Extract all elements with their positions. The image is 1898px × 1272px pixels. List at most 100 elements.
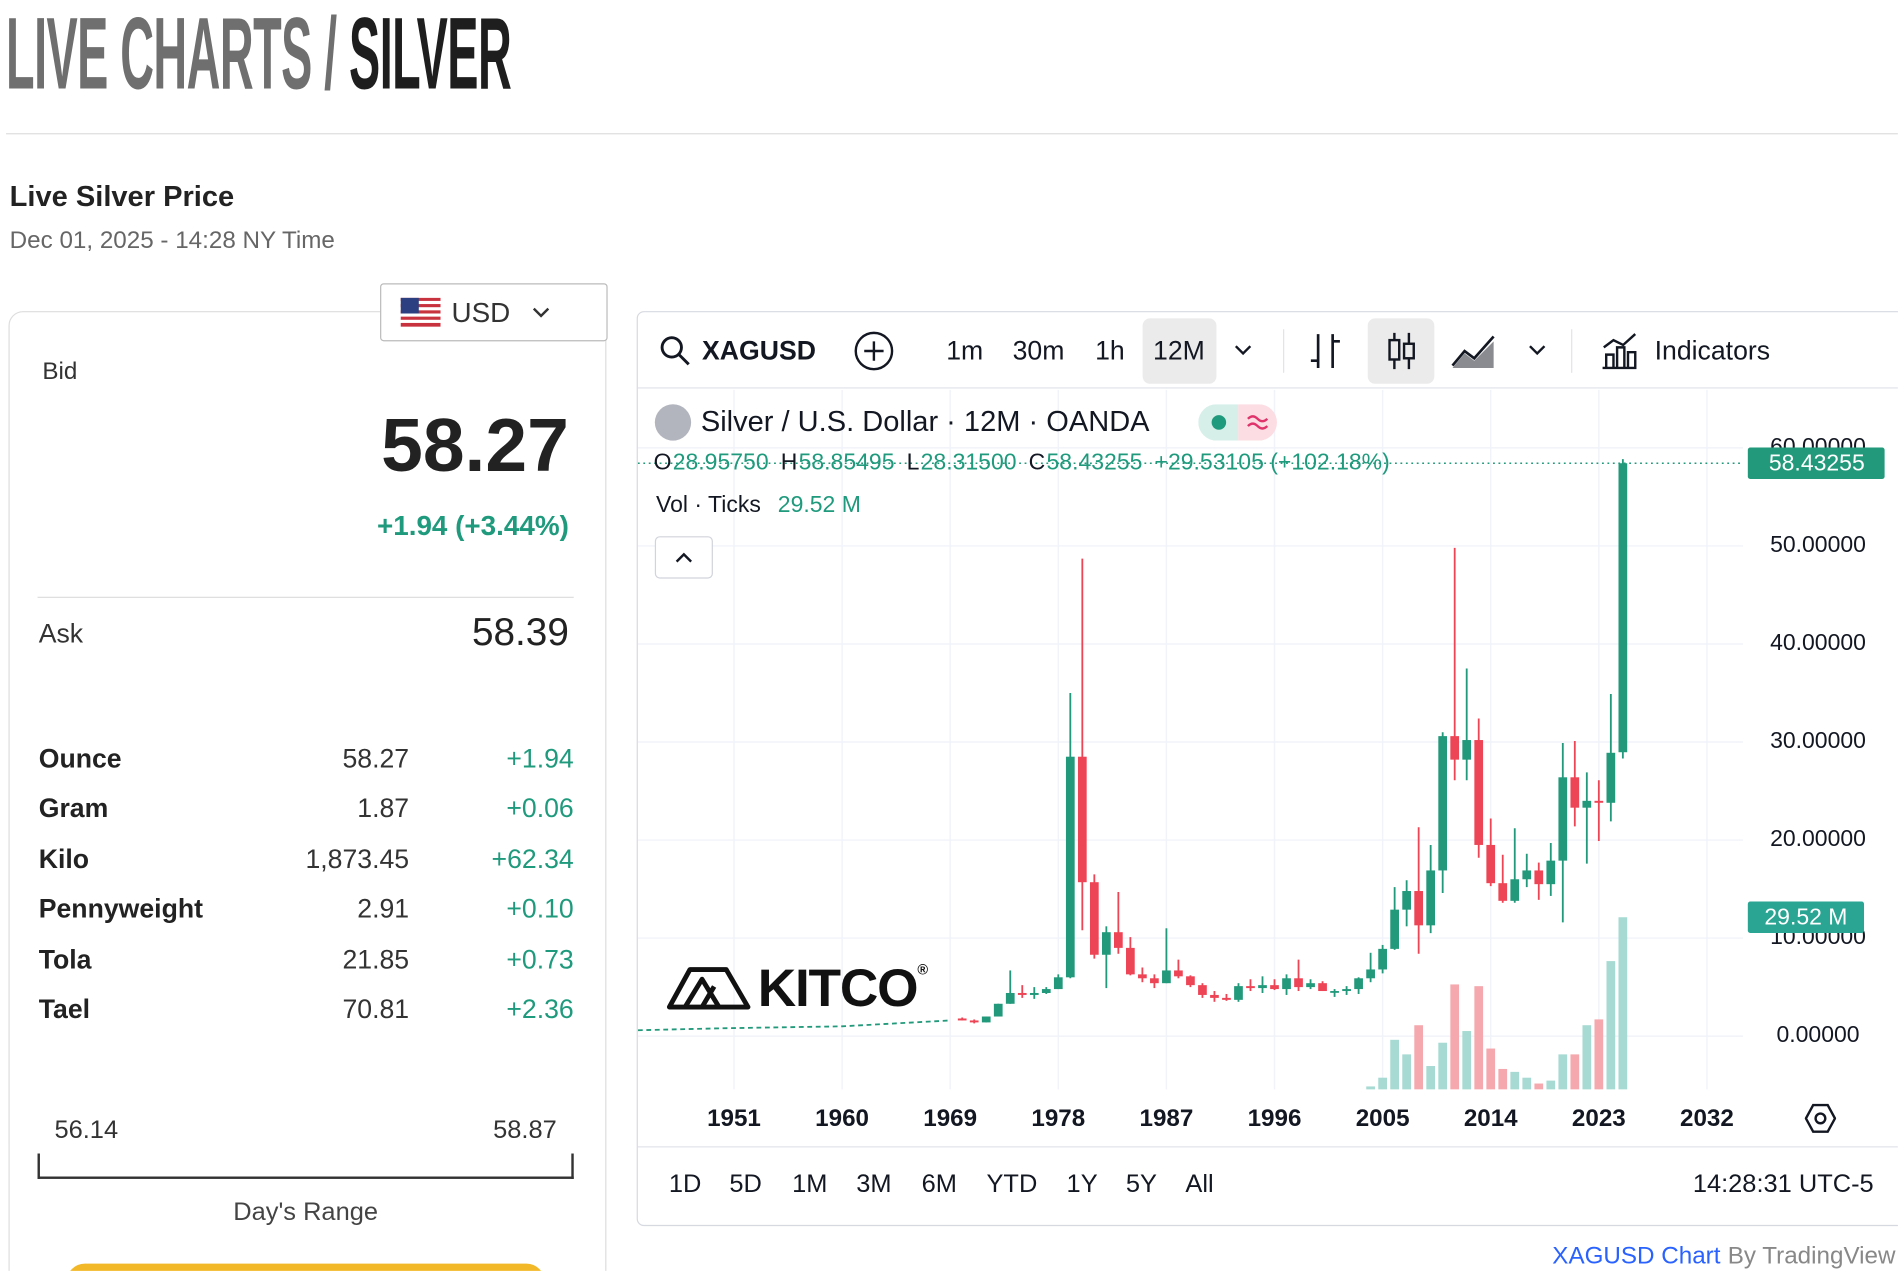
volume-bar bbox=[1426, 1066, 1436, 1090]
volume-bar bbox=[1510, 1071, 1520, 1090]
chevron-icon[interactable] bbox=[1528, 343, 1547, 358]
ask-label: Ask bbox=[38, 618, 84, 649]
attribution: XAGUSD Chart By TradingView bbox=[1552, 1243, 1895, 1271]
title-main: SILVER bbox=[349, 0, 512, 111]
y-tick-label: 0.00000 bbox=[1776, 1021, 1859, 1047]
candle-body bbox=[1462, 740, 1472, 760]
bid-label: Bid bbox=[42, 358, 78, 385]
candle-body bbox=[1029, 992, 1039, 995]
unit-price: 2.91 bbox=[357, 893, 410, 924]
candle-body bbox=[1438, 736, 1448, 871]
divider bbox=[6, 133, 1898, 135]
range-button[interactable]: All bbox=[1185, 1170, 1214, 1199]
unit-name: Tael bbox=[38, 993, 91, 1024]
collapse-button[interactable] bbox=[654, 536, 713, 579]
y-tick-label: 30.00000 bbox=[1770, 727, 1866, 753]
candle-body bbox=[1546, 860, 1556, 885]
range-button[interactable]: 5D bbox=[729, 1170, 762, 1199]
candle-style-icon[interactable] bbox=[1383, 329, 1419, 373]
volume-bar bbox=[1606, 961, 1616, 1090]
area-style-icon[interactable] bbox=[1450, 332, 1498, 371]
interval-button[interactable]: 30m bbox=[1012, 335, 1065, 366]
range-button[interactable]: 3M bbox=[856, 1170, 892, 1199]
bar-style-icon[interactable] bbox=[1307, 329, 1343, 373]
bottom-divider bbox=[637, 1146, 1898, 1148]
candle-body bbox=[1390, 909, 1399, 949]
unit-name: Tola bbox=[38, 943, 92, 974]
chart-link[interactable]: XAGUSD Chart bbox=[1552, 1243, 1721, 1270]
volume-bar bbox=[1498, 1068, 1508, 1090]
ohlc-value: 28.95750 bbox=[672, 450, 769, 476]
candle-body bbox=[1113, 932, 1123, 948]
candle-body bbox=[1186, 976, 1195, 986]
active-style-bg bbox=[1367, 318, 1435, 384]
ohlc-value: 58.43255 bbox=[1046, 450, 1143, 476]
status-pill bbox=[1198, 404, 1277, 441]
candle-body bbox=[1402, 891, 1412, 910]
unit-price: 1,873.45 bbox=[305, 843, 410, 874]
volume-bar bbox=[1522, 1077, 1532, 1090]
ohlc-change: +29.53105 (+102.18%) bbox=[1154, 450, 1390, 476]
candle-body bbox=[1005, 992, 1015, 1004]
currency-select[interactable]: USD bbox=[380, 283, 608, 342]
x-tick-label: 1960 bbox=[815, 1105, 869, 1132]
symbol[interactable]: XAGUSD bbox=[702, 335, 816, 366]
volume-bar bbox=[1570, 1054, 1580, 1090]
volume-bar bbox=[1438, 1042, 1448, 1090]
indicators-button[interactable]: Indicators bbox=[1654, 335, 1771, 366]
chart-widget bbox=[636, 311, 1898, 1227]
delay-icon bbox=[1247, 415, 1269, 430]
candle-body bbox=[969, 1020, 979, 1023]
range-button[interactable]: YTD bbox=[986, 1170, 1038, 1199]
x-tick-label: 1996 bbox=[1248, 1105, 1302, 1132]
unit-change: +0.10 bbox=[506, 893, 574, 924]
volume-bar bbox=[1450, 984, 1460, 1090]
title-prefix: LIVE CHARTS / bbox=[6, 0, 337, 111]
volume-bar bbox=[1618, 917, 1628, 1090]
unit-name: Ounce bbox=[38, 743, 122, 774]
price-badge-label: 58.43255 bbox=[1769, 450, 1865, 476]
candle-body bbox=[981, 1016, 991, 1023]
volume-legend: Vol · Ticks 29.52 M bbox=[656, 493, 861, 520]
unit-change: +0.06 bbox=[506, 793, 574, 824]
range-button[interactable]: 1M bbox=[792, 1170, 828, 1199]
chevron-icon[interactable] bbox=[1233, 343, 1252, 358]
candle-body bbox=[1162, 970, 1171, 984]
interval-button[interactable]: 12M bbox=[1153, 335, 1205, 366]
interval-button[interactable]: 1m bbox=[946, 335, 984, 366]
candle-body bbox=[1053, 977, 1063, 990]
x-tick-label: 2023 bbox=[1572, 1105, 1626, 1132]
candle-body bbox=[1041, 989, 1051, 993]
candle-body bbox=[1234, 986, 1243, 1000]
range-button[interactable]: 5Y bbox=[1125, 1170, 1157, 1199]
divider bbox=[37, 596, 574, 598]
candle-body bbox=[1065, 756, 1075, 978]
x-tick-label: 2014 bbox=[1464, 1105, 1518, 1132]
settings-icon[interactable] bbox=[1804, 1103, 1837, 1134]
action-button[interactable] bbox=[66, 1263, 545, 1271]
clock: 14:28:31 UTC-5 bbox=[1692, 1170, 1874, 1199]
range-button[interactable]: 1Y bbox=[1066, 1170, 1098, 1199]
candle-body bbox=[1318, 983, 1327, 992]
interval-button[interactable]: 1h bbox=[1095, 335, 1125, 366]
candle-body bbox=[1282, 978, 1291, 990]
range-button[interactable]: 6M bbox=[921, 1170, 957, 1199]
volume-bar bbox=[1366, 1086, 1375, 1090]
volume-bar bbox=[1402, 1054, 1412, 1090]
ohlc-label: O bbox=[653, 450, 672, 476]
symbol-logo bbox=[654, 404, 692, 441]
search-icon[interactable] bbox=[660, 335, 691, 366]
range-high: 58.87 bbox=[493, 1115, 557, 1144]
range-button[interactable]: 1D bbox=[668, 1170, 702, 1199]
separator bbox=[1283, 329, 1285, 373]
ohlc-value: 58.85495 bbox=[798, 450, 895, 476]
indicators-icon[interactable] bbox=[1599, 330, 1640, 371]
x-tick-label: 1951 bbox=[707, 1105, 761, 1132]
candle-body bbox=[1354, 978, 1363, 990]
unit-name: Gram bbox=[38, 793, 109, 824]
candle-body bbox=[1150, 978, 1159, 984]
price-badge bbox=[1747, 447, 1885, 479]
candle-body bbox=[1138, 974, 1147, 979]
candle-body bbox=[1306, 983, 1315, 988]
add-icon[interactable] bbox=[853, 330, 894, 371]
